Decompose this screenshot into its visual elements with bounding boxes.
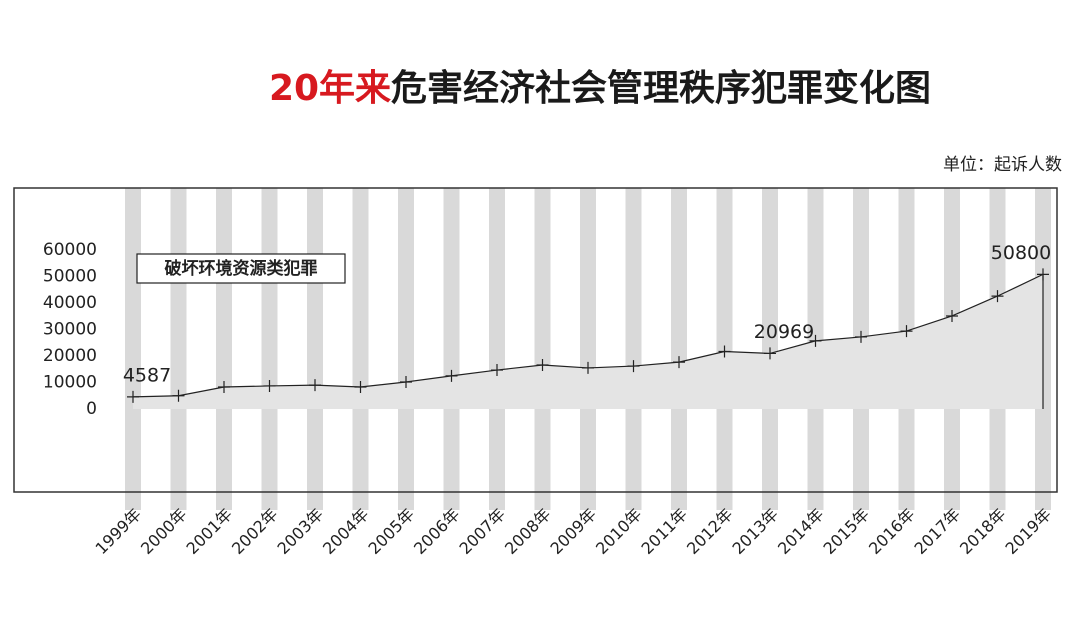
point-marker [627,360,640,373]
point-marker [400,375,412,388]
x-tick-label: 2009年 [546,505,600,559]
y-tick-label: 0 [86,399,97,419]
chart-title: 20年来危害经济社会管理秩序犯罪变化图 [269,67,931,109]
x-tick-label: 2004年 [319,505,373,559]
column-stripe [307,188,323,510]
value-label: 50800 [991,242,1051,264]
unit-label: 单位：起诉人数 [943,155,1062,175]
column-stripe [170,188,187,510]
x-tick-label: 2012年 [683,505,737,559]
point-marker [218,381,230,394]
x-tick-label: 2017年 [910,505,964,559]
x-tick-label: 2005年 [364,505,418,559]
column-stripe [443,188,460,510]
point-marker [764,347,776,360]
value-label: 4587 [123,364,171,386]
x-tick-label: 2016年 [865,505,919,559]
plot-frame [13,187,1058,493]
column-stripe [398,188,414,510]
y-tick-label: 30000 [43,320,97,340]
column-stripe [671,188,687,510]
y-tick-label: 60000 [43,240,97,260]
point-marker [354,381,367,394]
x-tick-label: 2007年 [455,505,509,559]
column-stripe [125,188,141,510]
x-tick-label: 2010年 [592,505,646,559]
column-stripe [580,188,596,510]
x-tick-label: 2002年 [228,505,282,559]
column-stripe [352,188,369,510]
x-tick-label: 2008年 [501,505,555,559]
point-marker [673,356,685,369]
x-tick-label: 2019年 [1001,505,1055,559]
legend-box [136,253,346,284]
area-fill [133,274,1043,409]
point-marker [172,389,185,402]
column-stripe [534,188,551,510]
x-tick-label: 2000年 [137,505,191,559]
point-marker [445,369,458,382]
column-stripe [625,188,642,510]
point-marker [263,379,276,392]
x-tick-label: 2011年 [637,505,691,559]
x-tick-label: 1999年 [91,505,145,559]
y-tick-label: 50000 [43,267,97,287]
x-tick-label: 2006年 [410,505,464,559]
y-tick-label: 20000 [43,346,97,366]
x-tick-label: 2013年 [728,505,782,559]
point-marker [309,379,321,392]
column-stripe [261,188,278,510]
point-marker [946,309,958,322]
x-tick-label: 2001年 [182,505,236,559]
point-marker [718,345,731,358]
title-highlight: 20年来 [269,68,391,109]
point-marker [1037,268,1049,281]
point-marker [491,364,503,377]
title-main: 危害经济社会管理秩序犯罪变化图 [391,67,931,109]
point-marker [536,359,549,372]
point-marker [900,325,913,338]
x-tick-label: 2018年 [956,505,1010,559]
point-marker [582,361,594,374]
point-marker [127,390,139,403]
x-tick-label: 2014年 [774,505,828,559]
x-tick-label: 2015年 [819,505,873,559]
column-stripe [489,188,505,510]
point-marker [855,330,867,343]
value-label: 20969 [754,321,814,343]
point-marker [809,334,822,347]
y-tick-label: 10000 [43,373,97,393]
y-tick-label: 40000 [43,293,97,313]
x-tick-label: 2003年 [273,505,327,559]
point-marker [991,290,1004,303]
column-stripe [216,188,232,510]
legend-label: 破坏环境资源类犯罪 [165,258,318,279]
